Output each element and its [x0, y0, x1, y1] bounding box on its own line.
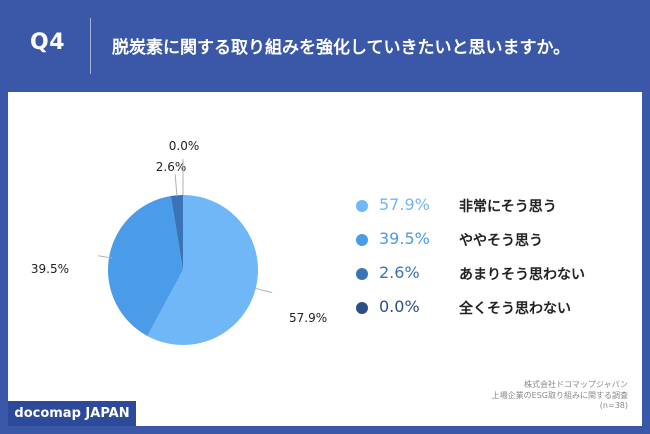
legend-item-very-much: 57.9% 非常にそう思う — [356, 194, 626, 218]
pie-slice-somewhat — [107, 195, 183, 336]
leader-line-not-much — [174, 174, 178, 197]
legend-label-not-at-all: 全くそう思わない — [459, 301, 571, 317]
header-divider — [90, 18, 91, 74]
data-label-not-much: 2.6% — [156, 160, 187, 174]
legend-pct-somewhat: 39.5% — [379, 229, 430, 248]
legend-item-somewhat: 39.5% ややそう思う — [356, 228, 626, 252]
legend-dot-not-much — [356, 268, 368, 280]
source-survey: 上場企業のESG取り組みに関する調査 — [491, 390, 628, 400]
pie-slice-very-much — [147, 195, 258, 345]
legend-pct-not-much: 2.6% — [379, 263, 420, 282]
question-title: 脱炭素に関する取り組みを強化していきたいと思いますか。 — [112, 38, 571, 58]
legend-pct-not-at-all: 0.0% — [379, 297, 420, 316]
legend: 57.9% 非常にそう思う 39.5% ややそう思う 2.6% あまりそう思わな… — [356, 194, 626, 330]
brand-logo: docomap JAPAN — [8, 401, 136, 426]
leader-line-somewhat — [98, 255, 113, 259]
data-label-not-at-all: 0.0% — [169, 139, 200, 153]
pie-slice-not-much — [170, 195, 183, 270]
legend-dot-very-much — [356, 200, 368, 212]
leader-line-very-much — [252, 287, 273, 294]
legend-label-somewhat: ややそう思う — [459, 233, 543, 249]
legend-dot-not-at-all — [356, 302, 368, 314]
source-sample-size: (n=38) — [599, 401, 628, 410]
legend-item-not-much: 2.6% あまりそう思わない — [356, 262, 626, 286]
pie-chart: 57.9% 39.5% 2.6% 0.0% — [31, 139, 327, 345]
question-number: Q4 — [30, 30, 66, 55]
source-note: 株式会社ドコマップジャパン 上場企業のESG取り組みに関する調査 (n=38) — [378, 380, 628, 412]
legend-label-very-much: 非常にそう思う — [459, 199, 557, 215]
legend-pct-very-much: 57.9% — [379, 195, 430, 214]
legend-item-not-at-all: 0.0% 全くそう思わない — [356, 296, 626, 320]
legend-dot-somewhat — [356, 234, 368, 246]
source-company: 株式会社ドコマップジャパン — [524, 380, 628, 389]
data-label-somewhat: 39.5% — [31, 262, 69, 276]
header: Q4 脱炭素に関する取り組みを強化していきたいと思いますか。 — [0, 0, 650, 92]
data-label-very-much: 57.9% — [289, 311, 327, 325]
legend-label-not-much: あまりそう思わない — [459, 267, 585, 283]
chart-panel: 57.9% 39.5% 2.6% 0.0% 57.9% 非常にそう思う 39.5% や… — [8, 92, 642, 426]
